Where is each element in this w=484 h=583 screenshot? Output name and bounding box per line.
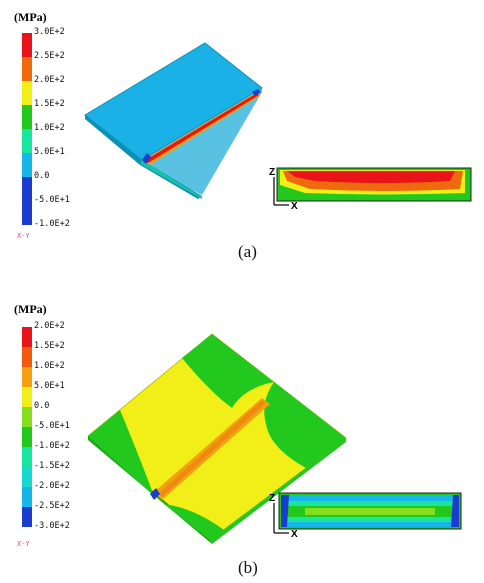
legend-tick: 1.0E+2 bbox=[34, 361, 65, 371]
legend-tick: -1.5E+2 bbox=[34, 461, 70, 471]
cross-section-view: Z X bbox=[269, 492, 462, 539]
legend-swatch-6 bbox=[22, 153, 32, 177]
legend-swatch-2 bbox=[22, 347, 32, 367]
legend-swatch-4 bbox=[22, 105, 32, 129]
section-top-band bbox=[281, 495, 459, 501]
legend-tick: 1.0E+2 bbox=[34, 123, 65, 133]
green-zone-right bbox=[264, 382, 346, 468]
legend-swatch-6 bbox=[22, 427, 32, 447]
section-left-edge bbox=[281, 495, 289, 527]
green-zone-top bbox=[182, 334, 274, 408]
weld-band-red bbox=[144, 93, 259, 163]
legend-tick: 0.0 bbox=[34, 401, 50, 411]
section-right-edge bbox=[451, 495, 459, 527]
legend-swatch-9 bbox=[22, 487, 32, 507]
legend-tick: 2.0E+2 bbox=[34, 75, 65, 85]
legend-swatch-3 bbox=[22, 81, 32, 105]
legend-tick: -2.0E+2 bbox=[34, 481, 70, 491]
panel-caption: (b) bbox=[238, 558, 258, 577]
plate-3d-view bbox=[84, 42, 263, 199]
section-x-axis-label: X bbox=[291, 201, 298, 209]
legend-tick: 3.0E+2 bbox=[34, 27, 65, 37]
legend-swatch-7 bbox=[22, 177, 32, 225]
legend-tick: -3.0E+2 bbox=[34, 521, 70, 531]
legend-unit-label: (MPa) bbox=[14, 302, 47, 316]
legend-tick: 2.0E+2 bbox=[34, 321, 65, 331]
green-zone-bottom bbox=[164, 504, 224, 540]
legend-tick: 2.5E+2 bbox=[34, 51, 65, 61]
section-bottom-band bbox=[281, 522, 459, 527]
plate-3d-view bbox=[87, 333, 347, 544]
section-center-band bbox=[305, 508, 435, 515]
coordinate-triad-label: X-Y bbox=[17, 540, 30, 548]
section-upper-teal bbox=[281, 501, 459, 506]
legend-swatch-5 bbox=[22, 407, 32, 427]
legend-swatch-1 bbox=[22, 33, 32, 57]
coordinate-triad-label: X-Y bbox=[17, 232, 30, 240]
weld-end-compression-1 bbox=[142, 153, 151, 164]
legend-swatch-1 bbox=[22, 327, 32, 347]
panel-a: (MPa) 3.0E+2 2.5E+2 2.0E+2 1.5E+2 1.0E+2… bbox=[14, 10, 472, 261]
legend-tick: -2.5E+2 bbox=[34, 501, 70, 511]
green-zone-left bbox=[88, 410, 154, 496]
legend-unit-label: (MPa) bbox=[14, 10, 47, 24]
legend-tick: 0.0 bbox=[34, 171, 50, 181]
plate-edge-teal bbox=[140, 160, 202, 199]
legend-tick: 5.0E+1 bbox=[34, 381, 65, 391]
legend-swatch-7 bbox=[22, 447, 32, 467]
section-z-axis-label: Z bbox=[269, 167, 275, 178]
legend-tick: -1.0E+2 bbox=[34, 219, 70, 229]
panel-b: (MPa) 2.0E+2 1.5E+2 1.0E+2 5.0E+1 0.0 -5… bbox=[0, 292, 484, 583]
panel-caption: (a) bbox=[238, 242, 257, 261]
legend-swatch-5 bbox=[22, 129, 32, 153]
legend-tick: -5.0E+1 bbox=[34, 195, 70, 205]
section-z-axis-label: Z bbox=[269, 493, 275, 504]
section-lower-teal bbox=[281, 517, 459, 522]
legend-swatch-2 bbox=[22, 57, 32, 81]
legend-swatch-8 bbox=[22, 467, 32, 487]
section-red-zone bbox=[287, 171, 455, 183]
weld-end-compression-2 bbox=[252, 89, 261, 96]
plate-right-edge bbox=[210, 438, 346, 544]
legend-swatch-10 bbox=[22, 507, 32, 527]
cross-section-view: Z X bbox=[269, 167, 472, 209]
weld-band-core bbox=[158, 400, 266, 497]
section-x-axis-label: X bbox=[291, 529, 298, 539]
plate-edge-shadow bbox=[142, 88, 262, 195]
legend-tick: 5.0E+1 bbox=[34, 147, 65, 157]
legend-tick: -1.0E+2 bbox=[34, 441, 70, 451]
legend-tick: 1.5E+2 bbox=[34, 99, 65, 109]
legend-tick: 1.5E+2 bbox=[34, 341, 65, 351]
legend-swatch-4 bbox=[22, 387, 32, 407]
legend-tick: -5.0E+1 bbox=[34, 421, 70, 431]
legend-swatch-3 bbox=[22, 367, 32, 387]
weld-end-compression bbox=[150, 488, 160, 500]
